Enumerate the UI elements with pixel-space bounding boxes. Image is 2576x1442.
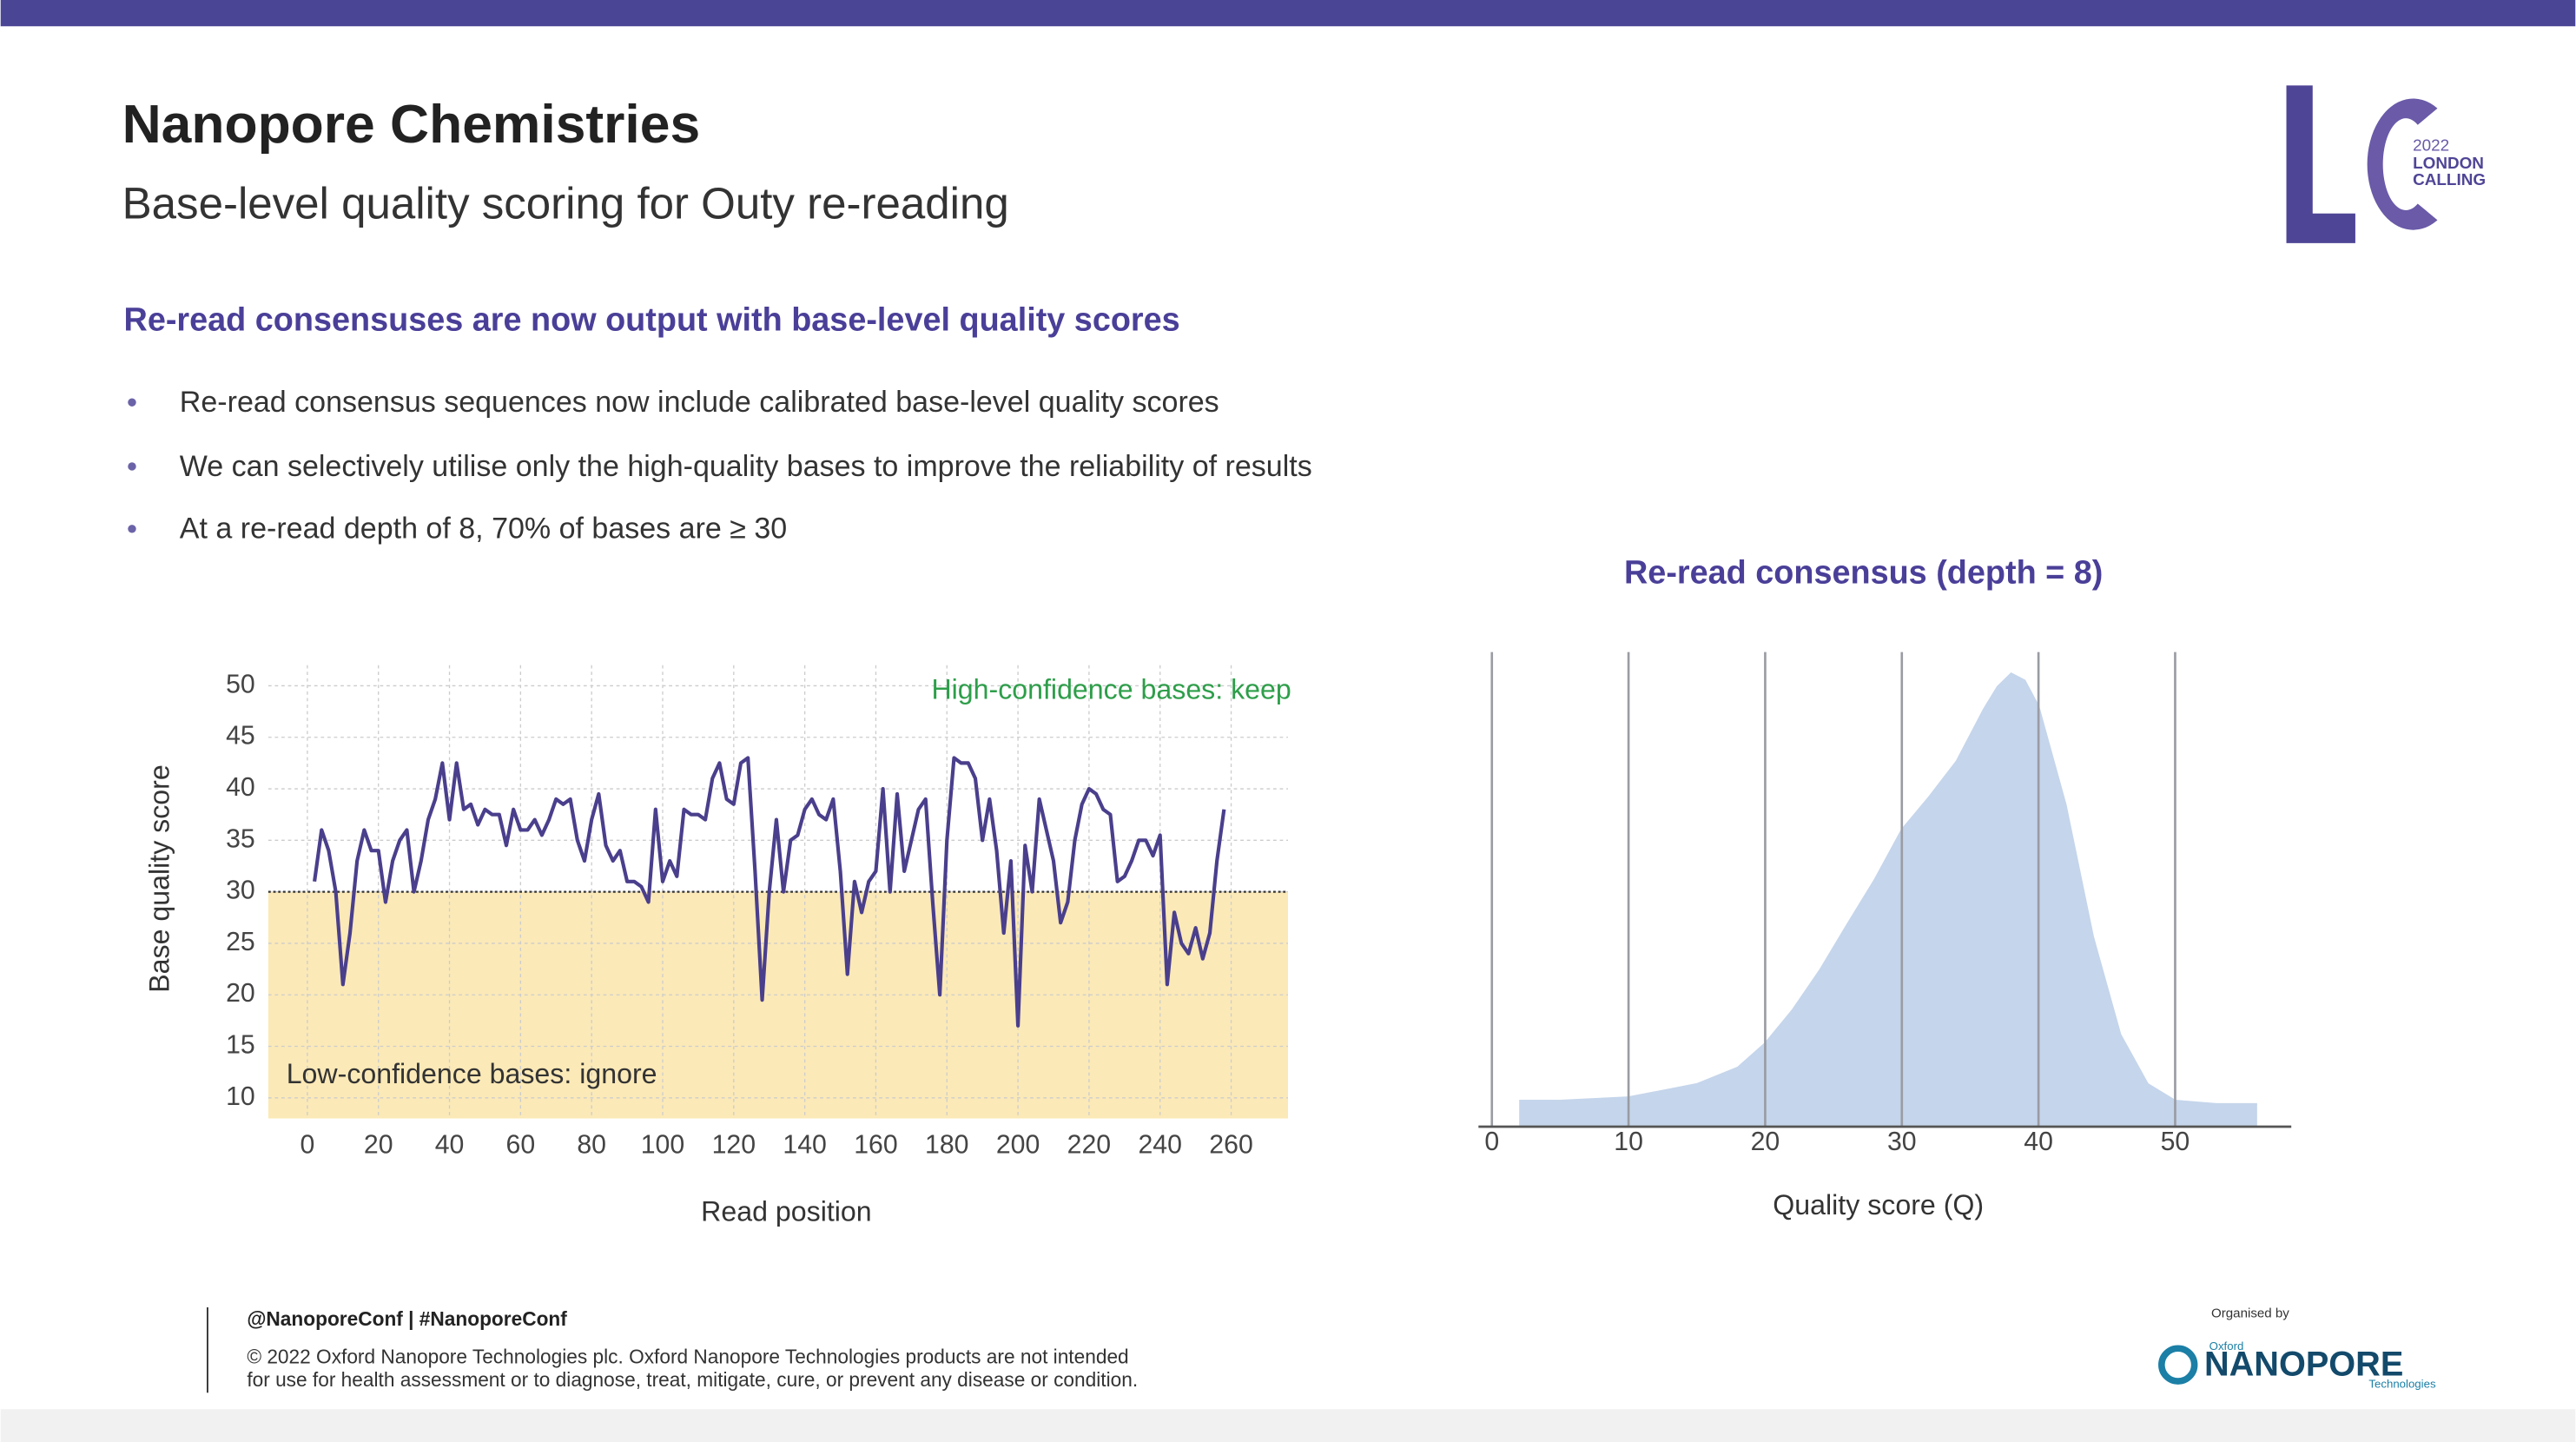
x-axis-label: Quality score (Q) xyxy=(1773,1189,1984,1220)
y-tick-label: 30 xyxy=(226,876,255,905)
x-tick-label: 140 xyxy=(783,1131,826,1160)
x-tick-label: 10 xyxy=(1614,1128,1643,1156)
title: Nanopore Chemistries xyxy=(122,95,701,155)
bullet-dot xyxy=(128,525,136,533)
heading: Re-read consensuses are now output with … xyxy=(124,302,1180,339)
x-tick-label: 40 xyxy=(435,1131,465,1160)
bottom-band xyxy=(0,1409,2576,1442)
brand-mark xyxy=(2158,1345,2198,1385)
bullet-dot xyxy=(128,462,136,471)
footer-legal: © 2022 Oxford Nanopore Technologies plc.… xyxy=(247,1346,1128,1368)
density-chart: Re-read consensus (depth = 8) 0 10 20 30 40 50… xyxy=(1478,555,2292,1220)
y-tick-label: 45 xyxy=(226,722,255,751)
bullet: Re-read consensus sequences now include … xyxy=(180,386,1219,419)
x-tick-label: 60 xyxy=(506,1131,536,1160)
footer: @NanoporeConf | #NanoporeConf © 2022 Oxf… xyxy=(206,1306,2436,1393)
x-tick-label: 30 xyxy=(1887,1128,1917,1156)
footer-handle: @NanoporeConf | #NanoporeConf xyxy=(247,1307,567,1330)
bullet: We can selectively utilise only the high… xyxy=(180,450,1312,483)
x-tick-label: 20 xyxy=(364,1131,393,1160)
x-tick-label: 100 xyxy=(641,1131,684,1160)
lc-logo: 2022 LONDON CALLING xyxy=(2286,85,2486,243)
y-tick-label: 15 xyxy=(226,1031,255,1060)
y-tick-label: 35 xyxy=(226,824,255,853)
x-tick-label: 220 xyxy=(1067,1131,1111,1160)
x-tick-label: 50 xyxy=(2161,1128,2190,1156)
top-bar xyxy=(0,0,2576,27)
bullet-list: Re-read consensus sequences now include … xyxy=(128,386,1312,546)
brand-small: Oxford xyxy=(2209,1339,2244,1353)
x-tick-label: 0 xyxy=(1484,1128,1499,1156)
chart-title: Re-read consensus (depth = 8) xyxy=(1624,555,2103,592)
logo-c xyxy=(2367,98,2438,230)
x-tick-label: 0 xyxy=(300,1131,314,1160)
density-curve xyxy=(1519,672,2257,1105)
bullet: At a re-read depth of 8, 70% of bases ar… xyxy=(180,513,787,546)
x-tick-label: 200 xyxy=(996,1131,1040,1160)
x-tick-label: 40 xyxy=(2024,1128,2053,1156)
x-tick-label: 80 xyxy=(577,1131,606,1160)
y-tick-label: 40 xyxy=(226,773,255,802)
logo-text: CALLING xyxy=(2413,171,2486,189)
y-axis-label: Base quality score xyxy=(143,764,175,993)
y-tick-label: 20 xyxy=(226,979,255,1008)
y-tick-label: 50 xyxy=(226,670,255,698)
logo-text: LONDON xyxy=(2413,155,2484,173)
low-confidence-region xyxy=(268,891,1288,1119)
x-tick-label: 160 xyxy=(854,1131,897,1160)
x-tick-label: 260 xyxy=(1209,1131,1252,1160)
x-tick-label: 240 xyxy=(1138,1131,1181,1160)
x-tick-label: 120 xyxy=(712,1131,756,1160)
brand: NANOPORE xyxy=(2204,1346,2403,1384)
annotation: Low-confidence bases: ignore xyxy=(287,1058,657,1089)
line-chart: 10 15 20 25 30 35 40 45 50 0 20 40 60 80 100 120 140 160 1… xyxy=(143,665,1291,1227)
logo-l xyxy=(2286,85,2355,243)
x-axis-label: Read position xyxy=(701,1196,871,1227)
organised-by: Organised by xyxy=(2211,1306,2289,1321)
footer-legal: for use for health assessment or to diag… xyxy=(247,1368,1138,1391)
annotation: High-confidence bases: keep xyxy=(931,673,1291,704)
bullet-dot xyxy=(128,398,136,407)
subtitle: Base-level quality scoring for Outy re-r… xyxy=(122,179,1009,228)
brand-sub: Technologies xyxy=(2368,1377,2436,1390)
x-tick-label: 20 xyxy=(1751,1128,1780,1156)
y-tick-label: 10 xyxy=(226,1082,255,1111)
y-tick-label: 25 xyxy=(226,928,255,956)
x-tick-label: 180 xyxy=(925,1131,968,1160)
logo-year: 2022 xyxy=(2413,136,2449,155)
quality-line xyxy=(313,756,1226,1028)
density-fill xyxy=(1519,673,2257,1127)
